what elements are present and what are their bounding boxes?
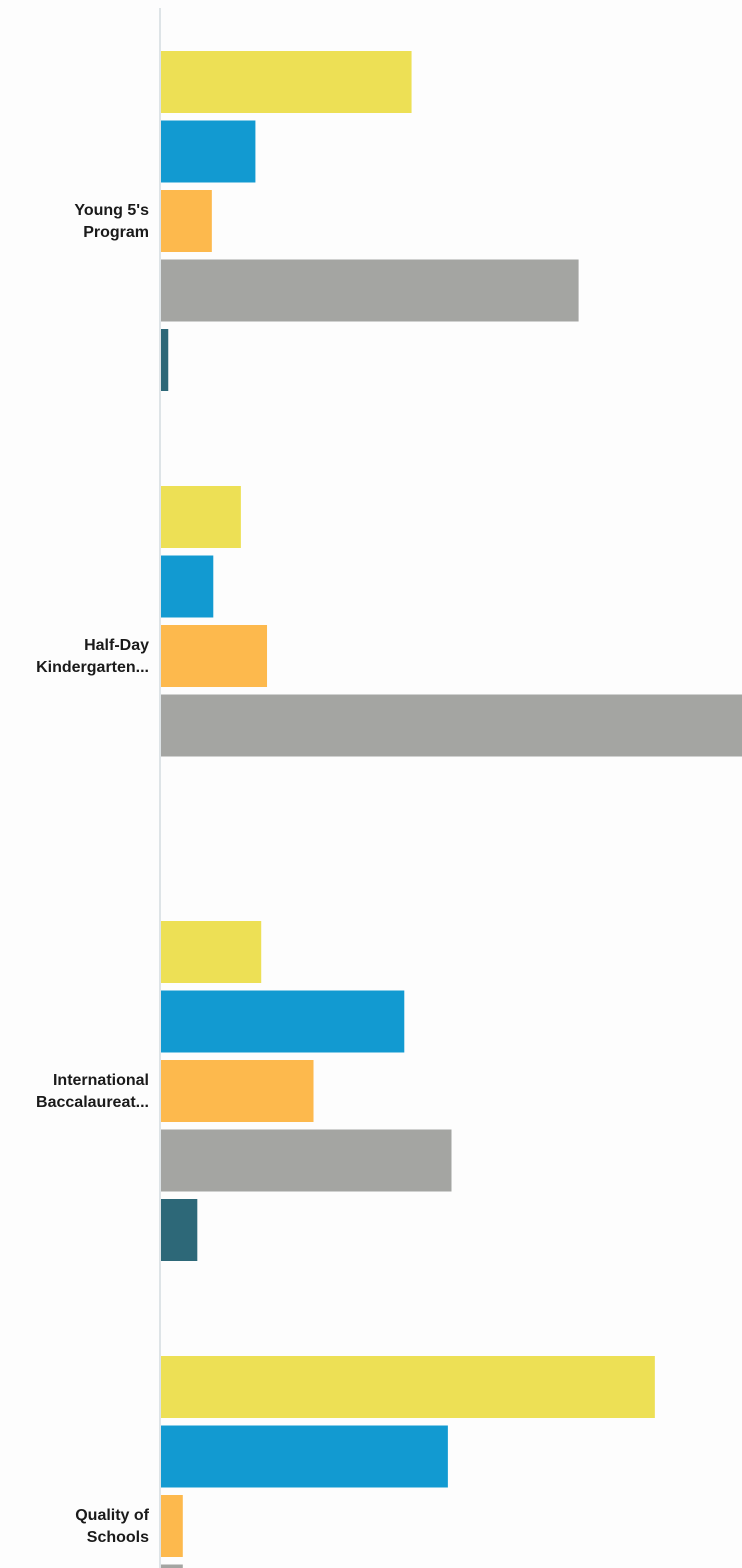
bar-cat2-series3 xyxy=(161,1129,452,1192)
category-label-2: International Baccalaureat... xyxy=(36,1072,149,1111)
bar-cat0-series0 xyxy=(161,51,412,113)
category-label-0-line-1: Program xyxy=(83,224,149,241)
bar-cat3-series2 xyxy=(161,1495,183,1557)
category-label-0-line-0: Young 5's xyxy=(74,202,149,219)
category-label-0: Young 5's Program xyxy=(74,202,149,241)
bar-cat1-series0 xyxy=(161,486,241,548)
bar-cat3-series0 xyxy=(161,1356,655,1418)
bar-cat0-series3 xyxy=(161,259,579,322)
bar-cat2-series1 xyxy=(161,990,405,1053)
category-label-3-line-0: Quality of xyxy=(75,1507,149,1524)
category-labels-layer: Young 5's Program Half-Day Kindergarten... I… xyxy=(36,202,150,1546)
category-label-2-line-1: Baccalaureat... xyxy=(36,1094,149,1111)
category-label-1-line-1: Kindergarten... xyxy=(36,659,149,676)
bar-cat3-series3 xyxy=(161,1564,183,1568)
category-label-1-line-0: Half-Day xyxy=(84,637,149,654)
bar-cat0-series4 xyxy=(161,329,169,391)
bar-cat2-series2 xyxy=(161,1060,314,1122)
bar-cat2-series4 xyxy=(161,1199,198,1261)
bar-cat2-series0 xyxy=(161,921,262,983)
bar-cat1-series2 xyxy=(161,625,268,687)
bar-cat0-series2 xyxy=(161,190,212,252)
category-label-2-line-0: International xyxy=(53,1072,149,1089)
bars-layer xyxy=(161,51,742,1568)
category-label-1: Half-Day Kindergarten... xyxy=(36,637,149,676)
bar-cat1-series3 xyxy=(161,694,742,757)
category-label-3: Quality of Schools xyxy=(75,1507,149,1546)
category-label-3-line-1: Schools xyxy=(87,1529,149,1546)
bar-cat0-series1 xyxy=(161,120,256,183)
bar-cat3-series1 xyxy=(161,1425,448,1488)
bar-cat1-series1 xyxy=(161,555,214,618)
